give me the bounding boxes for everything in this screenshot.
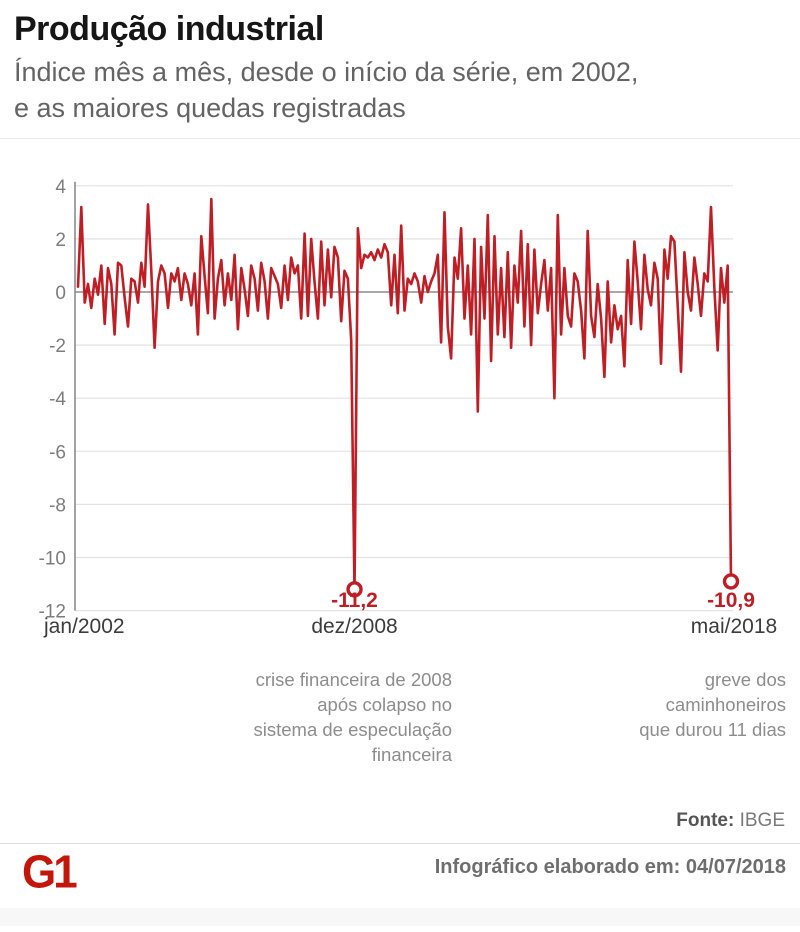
footer-divider [0,843,800,844]
annotation-truckers-strike: greve dos caminhoneiros que durou 11 dia… [639,669,786,740]
page-subtitle: Índice mês a mês, desde o início da séri… [14,57,639,123]
svg-text:4: 4 [55,177,66,198]
svg-text:dez/2008: dez/2008 [311,615,397,638]
svg-text:-11,2: -11,2 [331,589,378,612]
industrial-line-chart: 4 2 0 -2 -4 -6 -8 -10 -12 -11,2 -10,9 jan/2002 dez/2… [39,177,778,638]
svg-text:jan/2002: jan/2002 [43,615,125,638]
svg-text:-10: -10 [39,549,66,570]
svg-text:-12: -12 [39,602,66,623]
svg-text:-6: -6 [49,442,66,463]
page-title: Produção industrial [14,10,324,48]
svg-text:mai/2018: mai/2018 [691,615,777,638]
svg-text:2: 2 [55,230,66,251]
svg-text:-2: -2 [49,336,66,357]
source-label: Fonte: [676,810,735,831]
top-divider [0,138,800,139]
svg-text:-8: -8 [49,495,66,516]
source-value: IBGE [739,810,785,831]
annotation-crisis-2008: crise financeira de 2008 após colapso no… [253,669,452,765]
svg-text:0: 0 [55,283,66,304]
svg-text:-10,9: -10,9 [707,589,755,612]
source-row: Fonte: IBGE [676,810,785,832]
svg-text:-4: -4 [49,389,66,410]
footer-note: Infográfico elaborado em: 04/07/2018 [434,856,786,878]
g1-logo: G1 [22,846,78,899]
bottom-band [0,908,800,926]
